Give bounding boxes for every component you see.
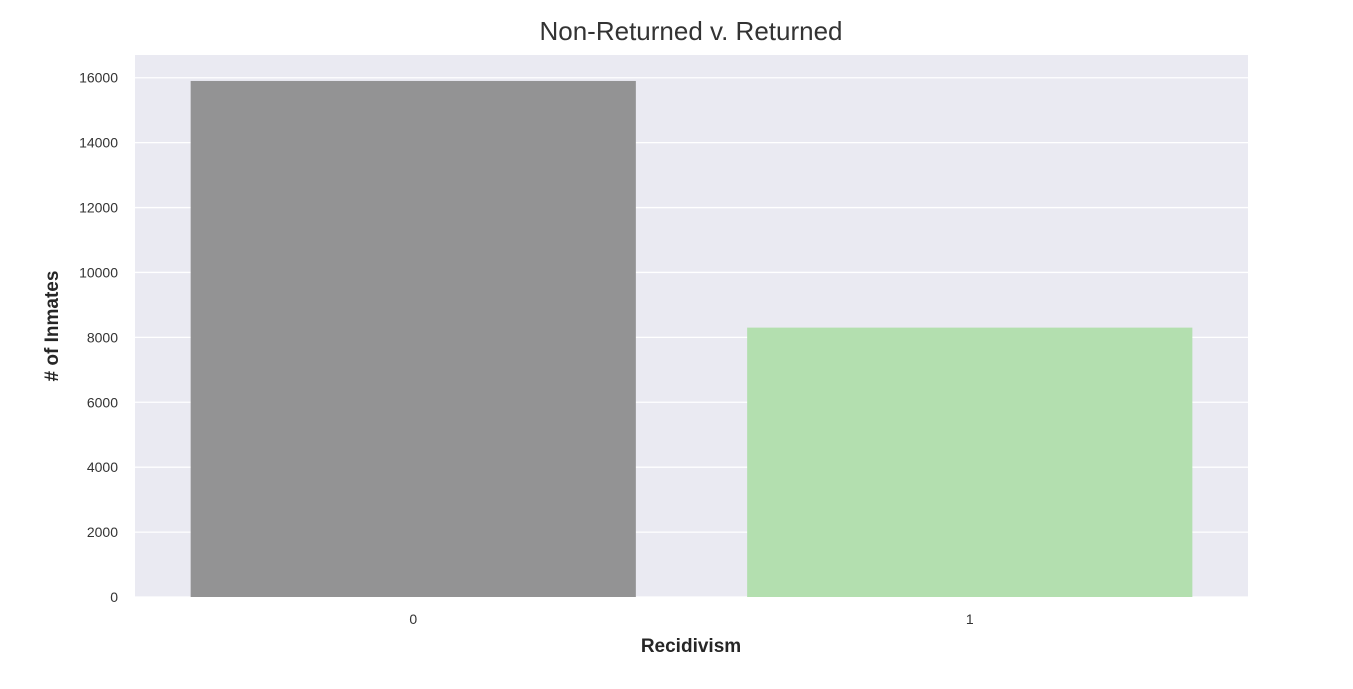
y-axis-label: # of Inmates [42,271,63,382]
chart-title: Non-Returned v. Returned [539,16,842,46]
y-tick-label: 0 [110,589,118,605]
bars [190,80,1193,598]
x-axis-label: Recidivism [641,636,741,657]
y-tick-label: 6000 [87,394,118,410]
y-tick-label: 14000 [79,135,118,151]
y-tick-label: 2000 [87,524,118,540]
y-tick-label: 8000 [87,329,118,345]
y-tick-label: 10000 [79,264,118,280]
x-tick-label: 1 [966,611,974,627]
y-tick-label: 12000 [79,200,118,216]
x-tick-label: 0 [409,611,417,627]
y-tick-label: 16000 [79,70,118,86]
bar-1 [747,327,1193,597]
bar-0 [190,80,636,598]
y-tick-label: 4000 [87,459,118,475]
y-tick-labels: 0 2000 4000 6000 8000 10000 12000 14000 16000 [79,70,118,605]
